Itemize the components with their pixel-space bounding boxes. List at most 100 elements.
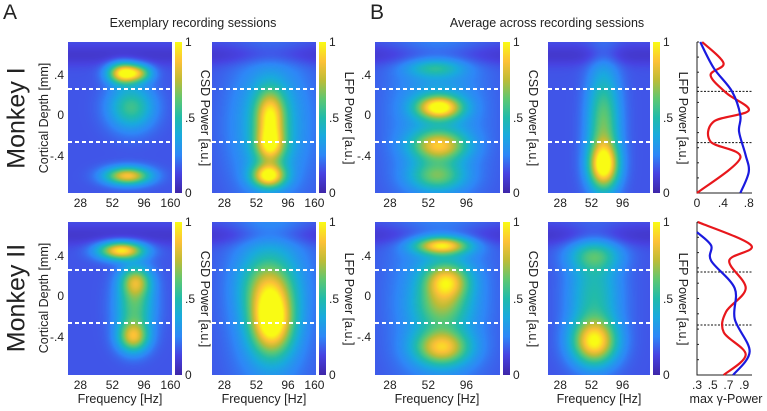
x-tick-label: 160 — [304, 378, 325, 392]
colorbar-tick-label: 1 — [513, 35, 520, 49]
layer-boundary-line — [68, 268, 172, 271]
y-tick-label: 0 — [57, 289, 64, 304]
x-tick-label: .9 — [739, 378, 750, 392]
heatmap-b_csd_m1 — [375, 42, 500, 193]
colorbar — [653, 42, 660, 193]
y-tick-label: .4 — [360, 248, 371, 263]
heatmap-a_lfp_m2 — [212, 222, 316, 375]
x-tick-label: 52 — [105, 196, 120, 210]
x-tick-label: 52 — [421, 378, 436, 392]
x-tick-label: 96 — [615, 378, 630, 392]
x-tick-label: 28 — [383, 196, 397, 210]
layer-boundary-line — [548, 268, 650, 271]
x-tick-label: 52 — [249, 378, 264, 392]
layer-boundary-line — [548, 88, 650, 91]
colorbar-tick-label: 1 — [663, 35, 670, 49]
y-tick-label: -.4 — [356, 148, 371, 163]
layer-boundary-line — [212, 321, 316, 324]
x-tick-label: 28 — [217, 378, 232, 392]
x-tick-label: 96 — [137, 196, 151, 210]
colorbar-tick-label: 0 — [663, 186, 670, 200]
layer-boundary-line — [548, 321, 650, 324]
heatmap-a_csd_m1 — [68, 42, 172, 193]
layer-boundary-line — [212, 268, 316, 271]
heatmap-b_lfp_m2 — [548, 222, 650, 375]
colorbar-tick-label: .5 — [185, 291, 196, 306]
x-tick-label: 28 — [383, 378, 397, 392]
layer-boundary-line — [212, 140, 316, 143]
heatmap-b_csd_m2 — [375, 222, 500, 375]
x-tick-label: .5 — [707, 378, 718, 392]
x-tick-label: 52 — [249, 196, 264, 210]
colorbar-tick-label: 0 — [663, 368, 670, 382]
colorbar-tick-label: .5 — [185, 110, 196, 125]
layer-boundary-line — [68, 88, 172, 91]
y-tick-label: 0 — [57, 108, 64, 123]
x-tick-label: .3 — [691, 378, 703, 392]
colorbar — [503, 42, 510, 193]
y-tick-label: .4 — [360, 68, 371, 83]
blue-profile-line — [696, 231, 751, 376]
x-tick-label: 28 — [73, 196, 88, 210]
x-tick-label: 28 — [553, 196, 567, 210]
colorbar-tick-label: .5 — [329, 110, 340, 125]
title-exemplary: Exemplary recording sessions — [109, 16, 277, 30]
layer-boundary-line — [212, 88, 316, 91]
y-tick-label: -.4 — [356, 330, 371, 345]
y-tick-label: .4 — [53, 68, 64, 83]
x-tick-label: 28 — [73, 378, 88, 392]
colorbar-tick-label: 1 — [185, 215, 192, 229]
colorbar-tick-label: 1 — [329, 35, 336, 49]
x-tick-label: 52 — [421, 196, 436, 210]
colorbar-tick-label: .5 — [513, 110, 524, 125]
x-tick-label: 52 — [105, 378, 120, 392]
colorbar-tick-label: 1 — [329, 215, 336, 229]
x-tick-label: 28 — [217, 196, 232, 210]
freq-axis-label-2: Frequency [Hz] — [221, 392, 307, 406]
colorbar — [175, 42, 182, 193]
x-tick-label: 28 — [553, 378, 567, 392]
x-tick-label: 96 — [281, 196, 295, 210]
colorbar-tick-label: 0 — [185, 368, 192, 382]
y-tick-label: .4 — [53, 248, 64, 263]
colorbar-tick-label: .5 — [513, 291, 524, 306]
y-tick-label: -.4 — [49, 330, 64, 345]
x-tick-label: .7 — [723, 378, 734, 392]
heatmap-a_csd_m2 — [68, 222, 172, 375]
colorbar — [653, 222, 660, 375]
blue-profile-line — [699, 41, 751, 194]
x-tick-label: 96 — [615, 196, 630, 210]
x-tick-label: 96 — [281, 378, 295, 392]
x-tick-label: 160 — [160, 378, 181, 392]
x-tick-label: 96 — [137, 378, 151, 392]
colorbar-tick-label: .5 — [663, 291, 674, 306]
x-tick-label: 160 — [304, 196, 325, 210]
layer-boundary-line — [68, 140, 172, 143]
y-tick-label: 0 — [364, 289, 371, 304]
colorbar — [319, 42, 326, 193]
x-tick-label: 160 — [160, 196, 181, 210]
colorbar-tick-label: 0 — [513, 186, 520, 200]
x-tick-label: .4 — [717, 196, 728, 210]
layer-boundary-line — [68, 321, 172, 324]
x-tick-label: 96 — [459, 378, 474, 392]
colorbar — [175, 222, 182, 375]
red-profile-line — [697, 220, 753, 376]
x-tick-label: 52 — [584, 378, 599, 392]
y-tick-label: 0 — [364, 108, 371, 123]
freq-axis-label-1: Frequency [Hz] — [77, 392, 163, 406]
x-tick-label: 96 — [459, 196, 474, 210]
colorbar-tick-label: 0 — [329, 368, 336, 382]
colorbar — [503, 222, 510, 375]
x-tick-label: 52 — [584, 196, 599, 210]
colorbar-tick-label: 0 — [513, 368, 520, 382]
heatmap-b_lfp_m1 — [548, 42, 650, 193]
x-tick-label: 0 — [693, 196, 701, 210]
colorbar-tick-label: 1 — [513, 215, 520, 229]
freq-axis-label-4: Frequency [Hz] — [556, 392, 642, 406]
colorbar-tick-label: .5 — [663, 110, 674, 125]
freq-axis-label-3: Frequency [Hz] — [394, 392, 480, 406]
profile-axis-label: max γ-Power — [689, 392, 763, 406]
layer-boundary-line — [548, 140, 650, 143]
